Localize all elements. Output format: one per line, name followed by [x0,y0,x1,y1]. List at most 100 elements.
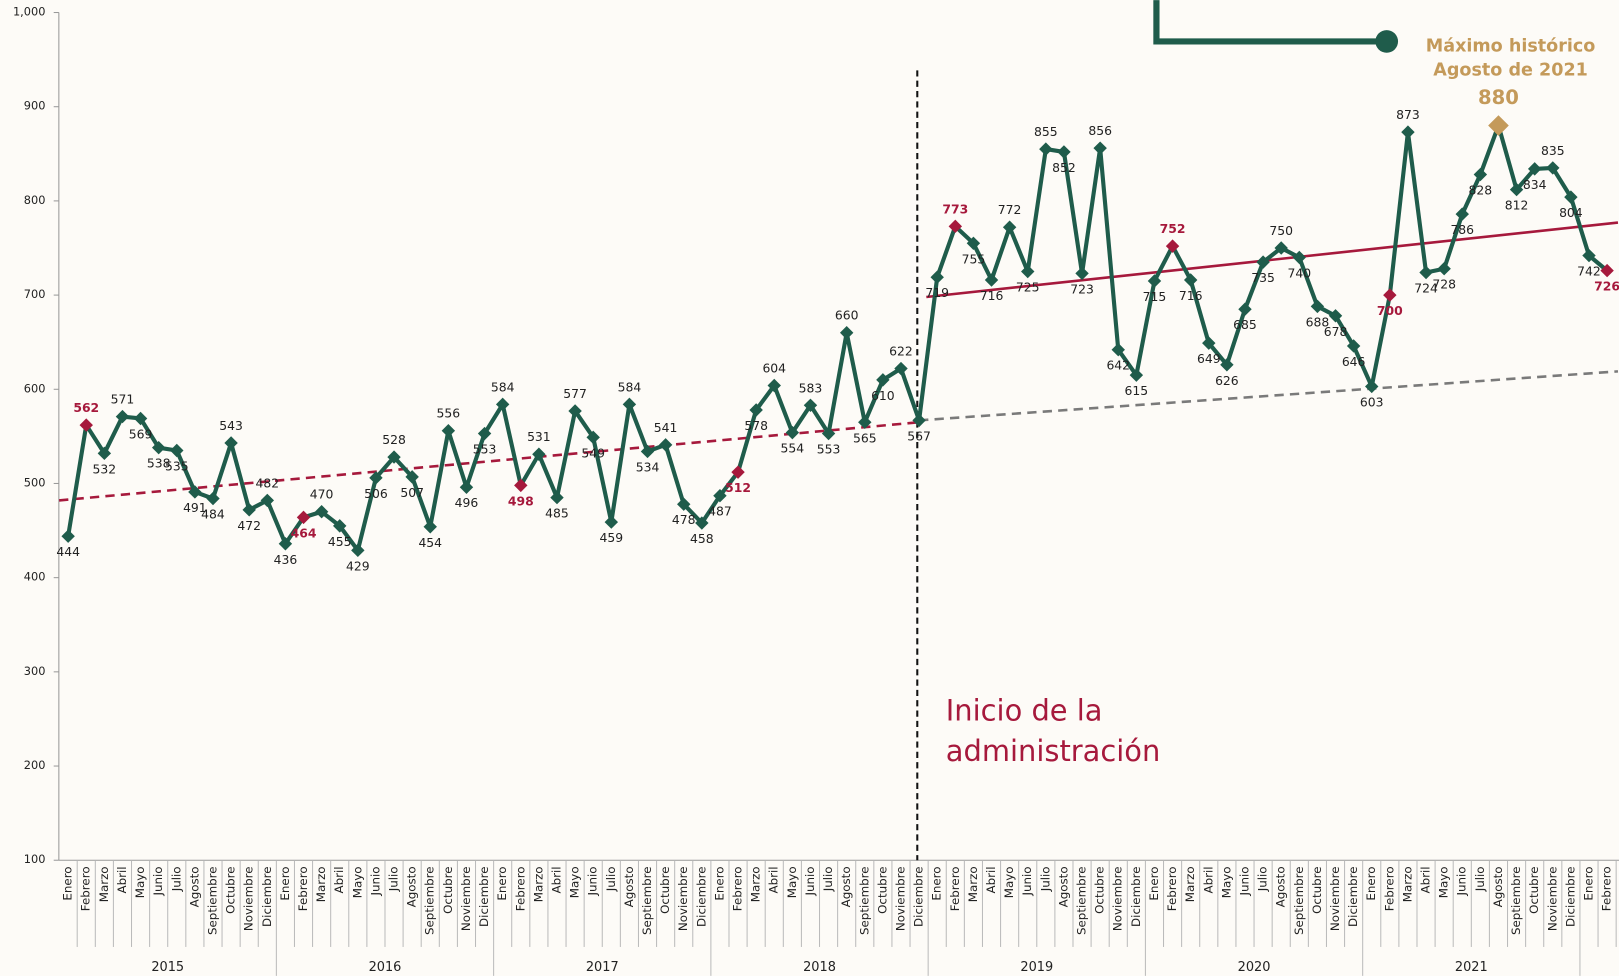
x-tick-label: Agosto [839,866,853,907]
y-tick-label: 100 [24,852,46,866]
value-label: 535 [165,459,189,474]
x-tick-label: Diciembre [1129,866,1143,927]
value-label: 724 [1414,281,1438,296]
x-tick-label: Marzo [966,866,980,902]
marker [97,446,112,461]
x-tick-label: Febrero [948,866,962,911]
x-tick-label: Noviembre [1545,866,1559,931]
x-tick-label: Enero [495,866,509,900]
value-label: 562 [73,400,99,415]
value-label: 719 [925,285,949,300]
x-tick-label: Agosto [622,866,636,907]
value-label: 642 [1106,358,1130,373]
marker [550,490,564,505]
callout-dot [1375,30,1399,53]
value-label: 742 [1577,264,1601,279]
value-label: 873 [1396,107,1420,122]
x-tick-label: Junio [1237,866,1251,896]
x-tick-label: Enero [1147,866,1161,900]
value-label: 444 [56,544,80,559]
x-tick-label: Julio [387,866,401,892]
marker [731,465,745,479]
marker [441,424,456,438]
marker [640,444,655,459]
marker [803,398,818,413]
year-label: 2015 [151,960,184,975]
x-tick-label: Marzo [314,866,328,902]
marker [423,520,437,534]
value-label: 507 [400,485,424,500]
marker [188,485,202,499]
marker [604,515,619,529]
marker [1582,248,1596,263]
marker [1129,368,1144,382]
y-tick-label: 400 [24,570,46,584]
value-label: 464 [291,525,317,540]
x-tick-label: Noviembre [242,866,256,931]
value-label: 528 [382,432,406,447]
x-tick-label: Abril [984,866,998,893]
trend-line [919,370,1619,422]
x-tick-label: Diciembre [912,866,926,927]
value-label: 685 [1233,317,1257,332]
value-label: 755 [962,251,986,266]
marker [151,440,166,455]
value-label: 880 [1478,86,1519,109]
value-label: 750 [1269,223,1293,238]
y-tick-label: 300 [24,664,46,678]
y-tick-label: 900 [24,99,46,113]
marker [821,426,836,441]
value-label: 553 [473,442,497,457]
marker [1039,142,1053,156]
value-label: 852 [1052,160,1076,175]
marker [514,478,528,493]
marker [1473,167,1488,182]
value-label: 786 [1450,222,1474,237]
x-tick-label: Agosto [187,866,201,907]
marker [1564,190,1578,204]
value-label: 660 [835,308,859,323]
x-tick-label: Mayo [1219,866,1233,898]
x-tick-label: Enero [61,866,75,900]
y-tick-label: 200 [24,758,46,772]
value-label: 543 [219,418,243,433]
marker [260,493,275,508]
value-label: 577 [563,386,587,401]
marker [1328,309,1343,323]
marker [1093,141,1107,155]
x-tick-label: Marzo [1400,866,1414,902]
x-tick-label: Febrero [79,866,93,911]
x-tick-label: Febrero [513,866,527,911]
value-label: 725 [1016,280,1040,295]
marker [1183,273,1198,287]
marker [405,470,419,484]
value-label: 716 [1179,288,1203,303]
data-line [66,123,1609,553]
value-label: 752 [1160,221,1186,236]
value-label: 828 [1469,183,1493,198]
marker [351,543,365,558]
x-tick-label: Septiembre [640,866,654,935]
x-tick-label: Octubre [1093,866,1107,913]
marker [224,436,238,450]
value-label: 773 [942,201,968,216]
value-label: 723 [1070,281,1094,296]
x-tick-label: Octubre [875,866,889,913]
value-label: 531 [527,429,551,444]
value-label: 700 [1377,303,1403,318]
x-tick-label: Febrero [296,866,310,911]
x-tick-label: Enero [930,866,944,900]
marker [677,497,691,511]
marker [1292,250,1307,265]
y-tick-label: 600 [24,381,46,395]
marker [622,397,637,412]
x-tick-label: Diciembre [477,866,491,927]
marker [1165,239,1180,253]
value-label: 458 [690,531,714,546]
marker [1437,262,1451,276]
x-tick-label: Julio [1256,866,1270,892]
x-tick-label: Agosto [1056,866,1070,907]
x-tick-label: Diciembre [694,866,708,927]
marker [1346,339,1361,353]
